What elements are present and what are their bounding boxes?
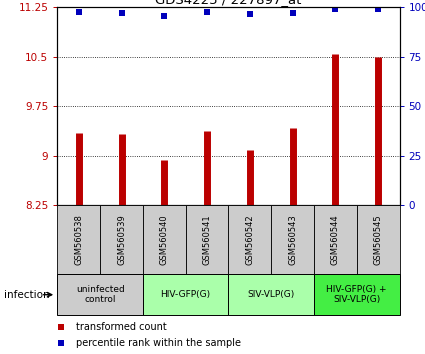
Bar <box>57 205 100 274</box>
Text: percentile rank within the sample: percentile rank within the sample <box>76 338 241 348</box>
Text: GSM560539: GSM560539 <box>117 215 126 265</box>
Text: transformed count: transformed count <box>76 322 167 332</box>
Text: GSM560545: GSM560545 <box>374 215 382 265</box>
Text: GSM560544: GSM560544 <box>331 215 340 265</box>
Bar <box>229 205 271 274</box>
Text: infection: infection <box>4 290 50 300</box>
Text: GSM560538: GSM560538 <box>74 215 83 265</box>
Bar <box>314 205 357 274</box>
Bar <box>314 274 400 315</box>
Title: GDS4225 / 227897_at: GDS4225 / 227897_at <box>155 0 302 6</box>
Text: HIV-GFP(G): HIV-GFP(G) <box>161 290 211 299</box>
Text: uninfected
control: uninfected control <box>76 285 125 304</box>
Bar <box>143 205 186 274</box>
Bar <box>57 274 143 315</box>
Text: GSM560540: GSM560540 <box>160 215 169 265</box>
Bar <box>229 274 314 315</box>
Bar <box>186 205 229 274</box>
Text: SIV-VLP(G): SIV-VLP(G) <box>248 290 295 299</box>
Text: GSM560543: GSM560543 <box>288 215 297 265</box>
Bar <box>143 274 229 315</box>
Text: HIV-GFP(G) +
SIV-VLP(G): HIV-GFP(G) + SIV-VLP(G) <box>326 285 387 304</box>
Text: GSM560541: GSM560541 <box>203 215 212 265</box>
Bar <box>357 205 400 274</box>
Bar <box>271 205 314 274</box>
Text: GSM560542: GSM560542 <box>245 215 254 265</box>
Bar <box>100 205 143 274</box>
